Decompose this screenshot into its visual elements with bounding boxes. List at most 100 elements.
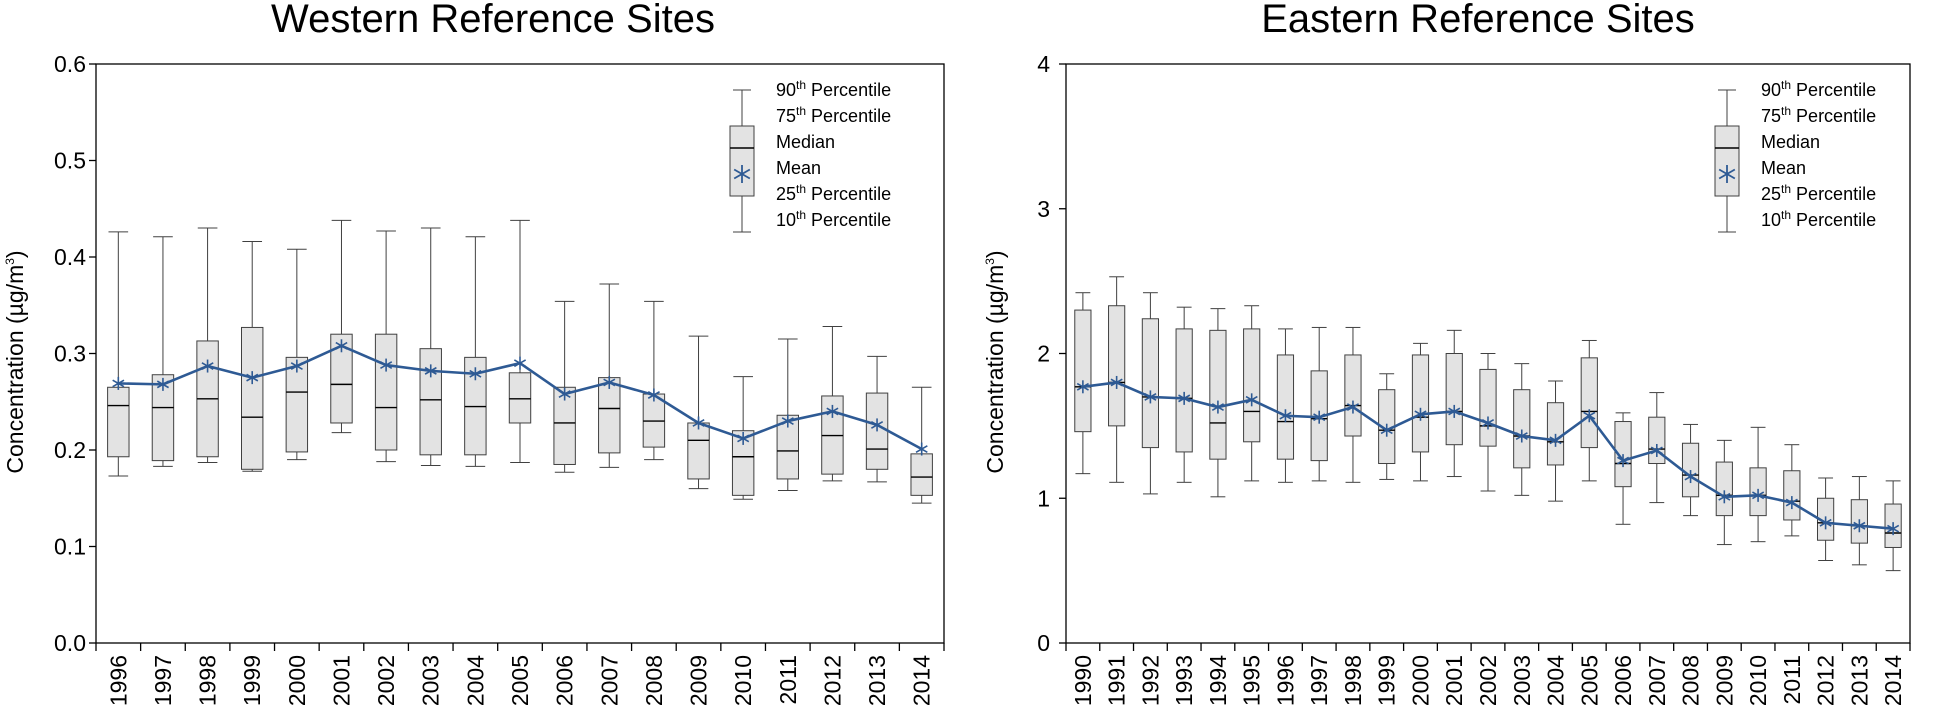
western-x-tick-label: 1996 [105,655,131,706]
western-x-tick-label: 2010 [730,655,756,706]
eastern-box-2008 [1681,423,1700,517]
western-x-tick-label: 2002 [373,655,399,706]
eastern-y-tick-label: 3 [1037,196,1050,222]
eastern-y-tick-label: 4 [1037,51,1050,77]
western-x-tick-label: 2011 [775,655,801,704]
iqr-box [1580,357,1598,449]
legend-entry-rest: Percentile [806,184,891,204]
eastern-mean-marker [1110,375,1123,389]
western-x-tick-label: 2006 [552,655,578,706]
marker-stroke [1245,395,1258,404]
marker-stroke [1414,410,1427,419]
marker-stroke [1279,411,1292,420]
western-legend-entry: 75th Percentile [776,104,891,126]
eastern-y-axis-label: Concentration (µg/m3) [982,250,1008,473]
iqr-box [1074,309,1092,433]
marker-stroke [1448,407,1461,416]
western-mean-marker [558,387,571,401]
eastern-y-axis-label-end: ) [982,250,1008,258]
eastern-mean-marker [1583,409,1596,423]
legend-entry-main: Median [776,132,835,152]
western-y-tick-label: 0.2 [54,437,86,463]
eastern-box-2010 [1749,426,1767,543]
eastern-mean-marker [1245,393,1258,407]
eastern-box-2005 [1580,339,1598,482]
iqr-box [1276,354,1295,460]
marker-stroke [1211,403,1224,412]
western-x-tick-label: 2008 [641,655,667,706]
western-mean-marker [647,388,660,402]
eastern-box-1995 [1243,305,1261,482]
western-legend-entry: 10th Percentile [776,208,891,230]
iqr-box [240,326,264,470]
eastern-mean-marker [1481,416,1495,430]
marker-stroke [1684,472,1697,481]
eastern-plot-area: 0 1 2 3 4 1990 1991 1992 1993 1994 1995 1996 1997 199… [1037,51,1911,706]
eastern-x-tick-label: 2002 [1475,655,1501,706]
eastern-legend-glyph [1714,89,1740,233]
western-y-tick-label: 0.0 [54,630,86,656]
western-x-tick-label: 2009 [686,655,712,706]
legend-entry-rest: Percentile [1791,210,1876,230]
marker-stroke [870,420,884,429]
marker-stroke [1853,521,1866,530]
marker-stroke [603,378,616,387]
iqr-box [1715,461,1733,517]
iqr-box [374,333,398,451]
marker-stroke [290,362,303,370]
western-mean-marker [156,377,170,391]
marker-stroke [380,361,393,370]
eastern-y-tick-label: 1 [1037,485,1050,511]
western-box-2011 [776,338,800,492]
western-mean-marker [469,367,482,381]
eastern-box-2001 [1445,329,1463,478]
eastern-box-2011 [1783,444,1801,537]
eastern-x-tick-label: 2013 [1846,655,1872,706]
eastern-y-axis-label-sup: 3 [983,258,997,265]
marker-stroke [1144,392,1157,401]
eastern-x-tick-label: 2003 [1509,655,1535,706]
legend-entry-rest: Percentile [806,80,891,100]
iqr-box [1614,421,1632,488]
western-box-2012 [821,325,844,482]
legend-entry-main: 90 [776,80,796,100]
eastern-box-2000 [1411,342,1430,482]
iqr-box [553,386,576,465]
western-y-tick-label: 0.6 [54,51,86,77]
iqr-box [151,374,175,462]
iqr-box [330,333,353,424]
marker-stroke [781,417,794,425]
eastern-mean-marker [1380,423,1393,437]
eastern-mean-marker [1684,470,1697,484]
marker-stroke [112,379,125,388]
eastern-legend-entry: Mean [1761,158,1806,178]
western-box-1999 [240,241,264,472]
legend-entry-main: Mean [1761,158,1806,178]
marker-stroke [1616,456,1630,465]
iqr-box [1546,402,1565,466]
eastern-x-tick-label: 1994 [1205,655,1231,706]
legend-entry-main: 10 [1761,210,1781,230]
eastern-mean-marker [1178,391,1191,405]
marker-stroke [1076,382,1089,391]
eastern-x-tick-label: 2010 [1745,655,1771,706]
legend-entry-sup: th [796,182,806,196]
eastern-y-tick-label: 2 [1037,341,1050,367]
eastern-mean-marker [1718,490,1731,504]
eastern-mean-marker [1414,407,1427,421]
legend-entry-main: 25 [776,184,796,204]
iqr-box [1411,354,1430,453]
western-x-tick-label: 2005 [507,655,533,706]
western-y-axis-label-main: Concentration (µg/m [2,265,28,474]
eastern-legend-entry: Median [1761,132,1820,152]
legend-entry-sup: th [1781,182,1791,196]
eastern-x-tick-label: 2004 [1543,655,1569,706]
iqr-box [1783,470,1801,521]
marker-stroke [558,390,571,398]
iqr-box [1479,368,1497,447]
eastern-x-tick-label: 2012 [1813,655,1839,706]
eastern-x-tick-label: 2000 [1407,655,1433,706]
legend-entry-rest: Percentile [1791,184,1876,204]
western-x-tick-label: 2001 [328,655,354,706]
